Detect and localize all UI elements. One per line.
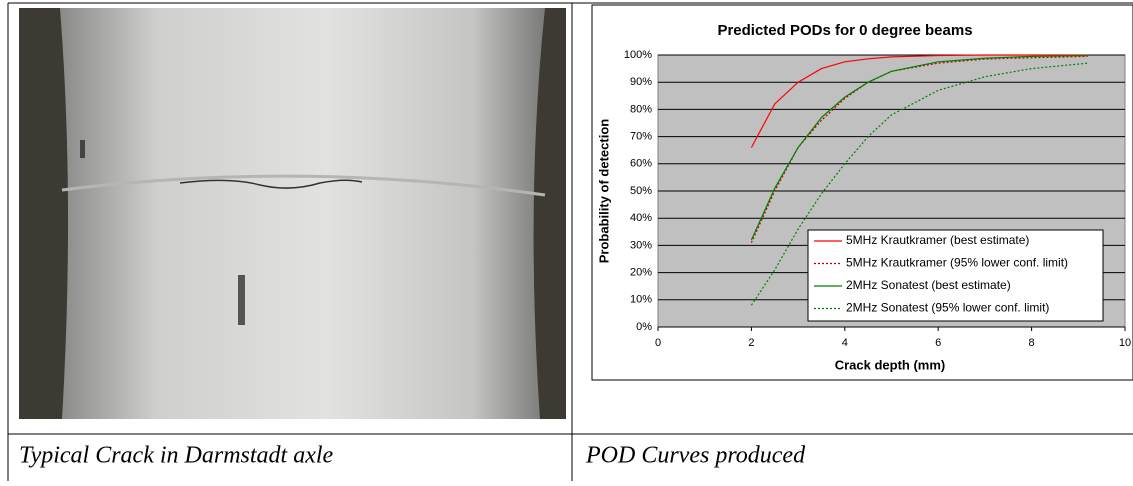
y-tick-label: 90% [630, 76, 652, 88]
y-tick-label: 10% [630, 294, 652, 306]
x-axis-label: Crack depth (mm) [835, 357, 946, 372]
x-tick-label: 2 [748, 337, 754, 349]
legend-label: 2MHz Sonatest (95% lower conf. limit) [846, 301, 1049, 315]
series-line [750, 54, 1088, 241]
y-axis-label: Probability of detection [596, 119, 611, 264]
table-borders [7, 2, 1133, 481]
y-tick-label: 60% [630, 158, 652, 170]
y-tick-label: 30% [630, 239, 652, 251]
series-line [750, 62, 1088, 306]
caption: Typical Crack in Darmstadt axle [19, 443, 334, 469]
legend-box [807, 229, 1104, 322]
y-tick-label: 80% [630, 103, 652, 115]
x-tick-label: 0 [655, 337, 661, 349]
x-tick-label: 6 [935, 337, 941, 349]
x-tick-label: 8 [1029, 337, 1035, 349]
legend-label: 2MHz Sonatest (best estimate) [846, 278, 1011, 292]
legend-label: 5MHz Krautkramer (best estimate) [846, 233, 1029, 247]
x-tick-label: 10 [1119, 337, 1131, 349]
series-line [750, 54, 1088, 148]
y-tick-label: 40% [630, 212, 652, 224]
x-tick-label: 4 [842, 337, 848, 349]
caption: POD Curves produced [585, 443, 806, 469]
y-tick-label: 70% [630, 131, 652, 143]
legend-label: 5MHz Krautkramer (95% lower conf. limit) [846, 256, 1068, 270]
y-tick-label: 20% [630, 267, 652, 279]
chart-title: Predicted PODs for 0 degree beams [717, 22, 972, 39]
y-tick-label: 100% [624, 49, 652, 61]
y-tick-label: 50% [630, 185, 652, 197]
chart: Predicted PODs for 0 degree beams Crack … [596, 22, 1131, 372]
y-tick-label: 0% [636, 321, 652, 333]
photo [19, 8, 566, 419]
